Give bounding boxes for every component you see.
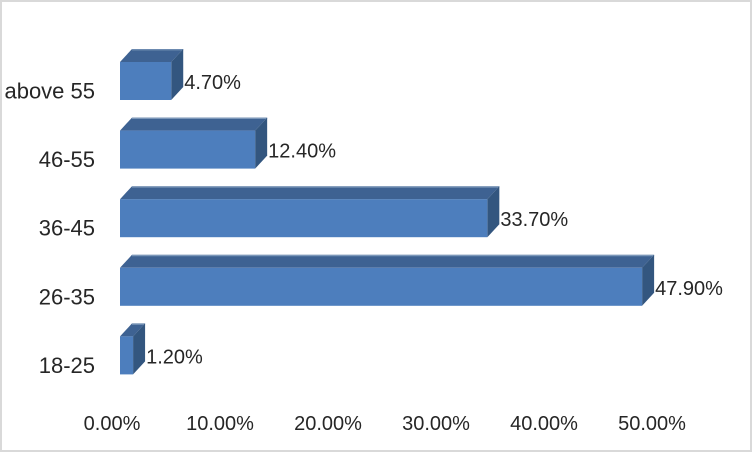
x-tick-label: 40.00% xyxy=(510,413,578,435)
bar-front-face xyxy=(120,336,134,375)
bar-front-face xyxy=(120,199,488,238)
bar-side-face xyxy=(642,254,655,306)
bar-top-face xyxy=(120,49,184,62)
bar-front-face xyxy=(120,62,172,100)
bar-top-face xyxy=(120,117,268,131)
category-label: 36-45 xyxy=(39,216,95,241)
bar-top-face xyxy=(120,254,655,268)
data-label: 12.40% xyxy=(268,141,336,163)
bar-side-face xyxy=(133,323,146,375)
x-tick-label: 50.00% xyxy=(618,413,686,435)
x-tick-label: 20.00% xyxy=(294,413,362,435)
bar-side-face xyxy=(171,49,184,100)
data-label: 4.70% xyxy=(184,72,241,94)
bar-row: 26-35 47.90% xyxy=(39,254,723,309)
x-tick-label: 10.00% xyxy=(186,413,254,435)
bar-front-face xyxy=(120,130,256,169)
category-label: 26-35 xyxy=(39,284,95,309)
x-tick-label: 30.00% xyxy=(402,413,470,435)
category-label: 18-25 xyxy=(39,353,95,378)
category-label: 46-55 xyxy=(39,147,95,172)
bar-top-face xyxy=(120,186,500,200)
data-label: 33.70% xyxy=(500,209,568,231)
x-tick-label: 0.00% xyxy=(84,413,141,435)
bar-row: 18-25 1.20% xyxy=(39,323,203,378)
bar-row: 36-45 33.70% xyxy=(39,186,568,241)
bar-side-face xyxy=(255,117,268,169)
bar-front-face xyxy=(120,267,643,306)
bar-row: 46-55 12.40% xyxy=(39,117,336,172)
category-label: above 55 xyxy=(4,79,95,104)
bar-top-face xyxy=(120,323,146,337)
bar-row: above 55 4.70% xyxy=(4,49,241,104)
bar-side-face xyxy=(487,186,500,238)
data-label: 47.90% xyxy=(655,278,723,300)
data-label: 1.20% xyxy=(146,346,203,368)
